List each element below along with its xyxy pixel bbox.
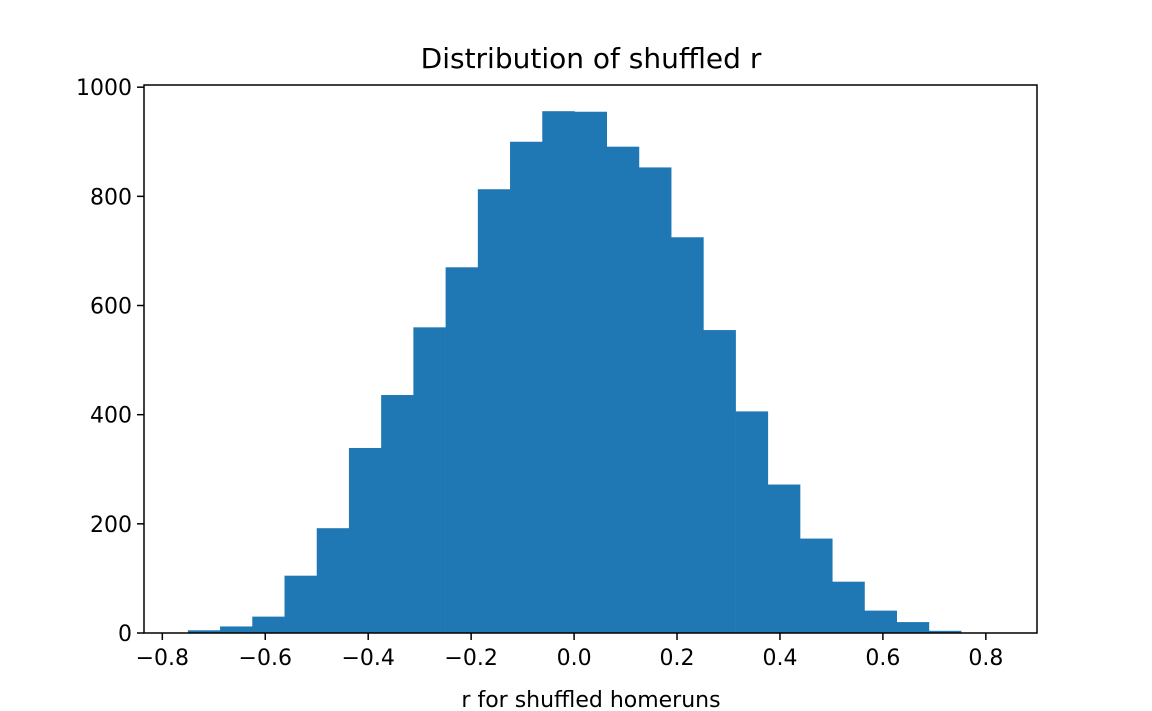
- histogram-bar: [864, 610, 897, 633]
- x-tick-label: −0.2: [444, 646, 497, 671]
- bars-group: [187, 111, 962, 634]
- y-tick-label: 0: [118, 622, 132, 647]
- histogram-bar: [896, 622, 930, 633]
- x-tick-label: −0.8: [136, 646, 189, 671]
- histogram-bar: [477, 189, 511, 633]
- histogram-bar: [187, 630, 221, 633]
- histogram-bar: [252, 616, 285, 633]
- histogram-bar: [638, 167, 672, 634]
- x-tick-label: 0.0: [557, 646, 592, 671]
- x-tick-label: −0.6: [239, 646, 292, 671]
- histogram-bar: [767, 484, 801, 633]
- x-tick-label: −0.4: [341, 646, 394, 671]
- x-axis-label: r for shuffled homeruns: [461, 688, 720, 711]
- x-tick-label: 0.6: [865, 646, 900, 671]
- histogram-bar: [671, 237, 704, 633]
- y-tick-label: 600: [90, 295, 132, 320]
- chart-title: Distribution of shuffled r: [421, 42, 762, 75]
- histogram-bar: [832, 581, 865, 633]
- histogram-bar: [542, 111, 575, 633]
- histogram-bar: [316, 528, 350, 633]
- x-tick-label: 0.8: [968, 646, 1003, 671]
- plot-frame: [143, 84, 1038, 634]
- histogram-bar: [800, 538, 833, 633]
- histogram-bar: [928, 630, 962, 633]
- histogram-bar: [703, 330, 736, 633]
- histogram-bar: [284, 575, 318, 633]
- histogram-bar: [348, 447, 382, 633]
- y-tick-label: 200: [90, 513, 132, 538]
- histogram-bar: [606, 146, 640, 633]
- x-tick-label: 0.2: [660, 646, 695, 671]
- histogram-bar: [445, 267, 479, 633]
- histogram-bar: [413, 327, 446, 633]
- histogram-bar: [220, 626, 253, 633]
- histogram-bar: [510, 141, 543, 633]
- y-tick-label: 800: [90, 185, 132, 210]
- x-tick-label: 0.4: [762, 646, 797, 671]
- histogram-bar: [574, 111, 608, 633]
- y-tick-label: 400: [90, 404, 132, 429]
- histogram-bar: [735, 411, 769, 633]
- x-axis-ticks: −0.8 −0.6 −0.4 −0.2 0.0 0.2 0.4 0.6 0.8: [136, 633, 1003, 671]
- y-axis-ticks: 0 200 400 600 800 1000: [76, 76, 144, 647]
- histogram-bar: [381, 395, 414, 633]
- y-tick-label: 1000: [76, 76, 132, 101]
